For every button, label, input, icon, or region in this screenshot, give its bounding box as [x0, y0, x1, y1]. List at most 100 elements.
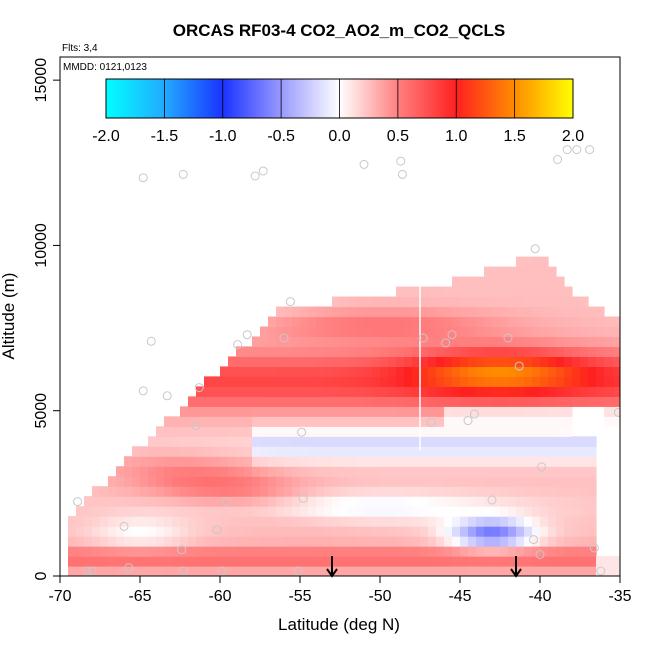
heatmap-cell: [612, 406, 620, 417]
heatmap-cell: [508, 316, 517, 328]
heatmap-cell: [292, 486, 301, 497]
heatmap-cell: [220, 556, 229, 567]
heatmap-cell: [428, 396, 437, 407]
heatmap-cell: [476, 536, 485, 547]
heatmap-cell: [204, 556, 213, 567]
heatmap-cell: [444, 496, 453, 507]
heatmap-cell: [188, 526, 197, 537]
heatmap-cell: [220, 436, 229, 447]
heatmap-cell: [148, 516, 157, 527]
heatmap-cell: [196, 566, 205, 576]
heatmap-cell: [132, 466, 141, 477]
heatmap-cell: [364, 436, 373, 447]
heatmap-cell: [404, 366, 413, 377]
heatmap-cell: [268, 406, 277, 417]
heatmap-cell: [412, 366, 421, 377]
heatmap-cell: [348, 406, 357, 417]
heatmap-cell: [332, 416, 341, 427]
heatmap-cell: [508, 556, 517, 567]
heatmap-cell: [188, 506, 197, 517]
heatmap-cell: [516, 406, 525, 417]
heatmap-cell: [540, 536, 549, 547]
heatmap-cell: [244, 546, 253, 557]
heatmap-cell: [340, 406, 349, 417]
heatmap-cell: [388, 476, 397, 487]
heatmap-cell: [460, 546, 469, 557]
heatmap-cell: [436, 446, 445, 457]
heatmap-cell: [92, 526, 101, 537]
heatmap-cell: [340, 526, 349, 537]
heatmap-cell: [388, 346, 397, 358]
heatmap-cell: [164, 466, 173, 477]
heatmap-cell: [516, 316, 525, 328]
heatmap-cell: [388, 516, 397, 527]
heatmap-cell: [420, 556, 429, 567]
heatmap-cell: [108, 486, 117, 497]
heatmap-cell: [324, 376, 333, 387]
heatmap-cell: [164, 526, 173, 537]
heatmap-cell: [468, 486, 477, 497]
heatmap-cell: [492, 386, 501, 397]
heatmap-cell: [476, 456, 485, 467]
heatmap-cell: [372, 556, 381, 567]
heatmap-cell: [460, 346, 469, 358]
heatmap-cell: [260, 406, 269, 417]
heatmap-cell: [556, 286, 565, 298]
heatmap-cell: [604, 416, 613, 427]
heatmap-cell: [140, 456, 149, 467]
heatmap-cell: [404, 466, 413, 477]
heatmap-cell: [316, 496, 325, 507]
heatmap-cell: [436, 506, 445, 517]
heatmap-cell: [428, 336, 437, 348]
heatmap-cell: [324, 346, 333, 358]
heatmap-cell: [588, 326, 597, 338]
heatmap-cell: [556, 416, 565, 427]
heatmap-cell: [436, 516, 445, 527]
heatmap-cell: [116, 516, 125, 527]
heatmap-cell: [212, 406, 221, 417]
heatmap-cell: [68, 556, 77, 567]
heatmap-cell: [204, 406, 213, 417]
heatmap-cell: [148, 436, 157, 447]
heatmap-cell: [388, 426, 397, 437]
heatmap-cell: [156, 486, 165, 497]
heatmap-cell: [444, 486, 453, 497]
heatmap-cell: [356, 416, 365, 427]
flight-point: [596, 566, 606, 576]
heatmap-cell: [500, 346, 509, 358]
heatmap-cell: [596, 566, 605, 576]
heatmap-cell: [324, 336, 333, 348]
heatmap-cell: [484, 536, 493, 547]
flight-point: [233, 340, 243, 350]
heatmap-cell: [356, 326, 365, 338]
heatmap-cell: [180, 566, 189, 576]
heatmap-cell: [164, 516, 173, 527]
heatmap-cell: [484, 276, 493, 288]
heatmap-cell: [500, 286, 509, 298]
heatmap-cell: [436, 336, 445, 348]
heatmap-cell: [244, 406, 253, 417]
heatmap-cell: [116, 566, 125, 576]
heatmap-cell: [460, 556, 469, 567]
x-axis: -70 -65 -60 -55 -50 -45 -40 -35: [48, 576, 632, 605]
heatmap-cell: [404, 476, 413, 487]
heatmap-cell: [220, 526, 229, 537]
heatmap-cell: [132, 456, 141, 467]
heatmap-cell: [564, 386, 573, 397]
heatmap-cell: [540, 496, 549, 507]
heatmap-cell: [412, 436, 421, 447]
heatmap-cell: [364, 376, 373, 387]
heatmap-cell: [436, 416, 445, 427]
heatmap-cell: [484, 356, 493, 367]
heatmap-cell: [516, 396, 525, 407]
flight-point: [258, 166, 268, 176]
heatmap-cell: [532, 496, 541, 507]
heatmap-cell: [284, 346, 293, 358]
heatmap-cell: [324, 426, 333, 437]
heatmap-cell: [420, 446, 429, 457]
heatmap-cell: [436, 306, 445, 318]
heatmap-cell: [580, 366, 589, 377]
heatmap-cell: [388, 306, 397, 318]
heatmap-cell: [348, 436, 357, 447]
heatmap-cell: [172, 446, 181, 457]
